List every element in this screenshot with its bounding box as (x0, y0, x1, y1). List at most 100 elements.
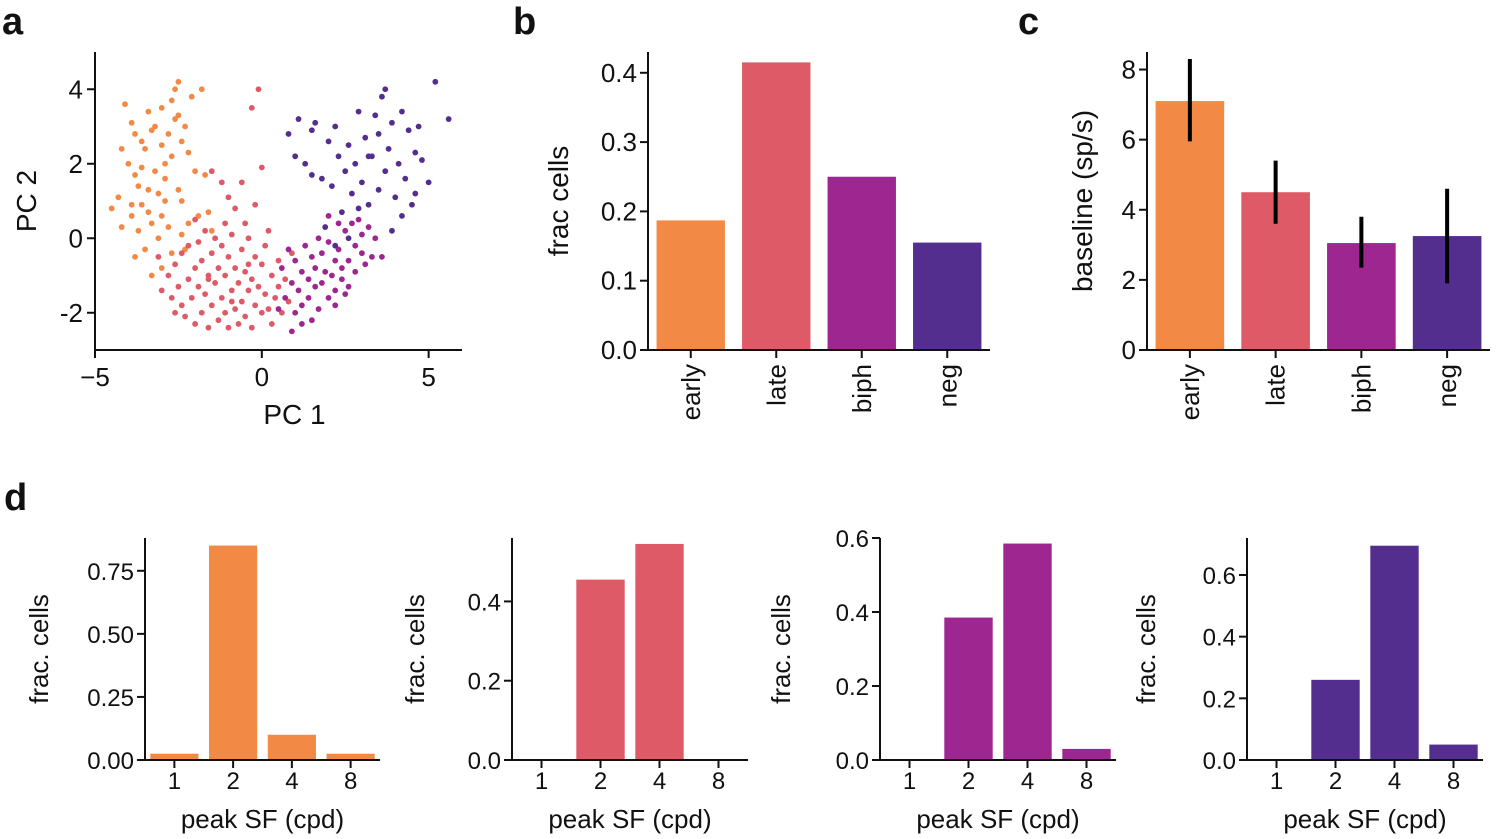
bar-panel-d2: 1 2 4 8 0.0 0.2 0.4 frac. cells peak SF (cpd) (400, 538, 748, 834)
scatter-point-neg (432, 78, 439, 85)
x-tick-label-d3: 8 (1080, 768, 1093, 795)
scatter-point-early (162, 175, 168, 182)
scatter-point-late (222, 220, 229, 227)
scatter-point-biph (295, 287, 302, 294)
x-tick-label-b: neg (932, 364, 962, 407)
scatter-point-late (252, 253, 259, 260)
scatter-point-late (208, 250, 215, 257)
y-tick-label-c: 4 (1122, 195, 1136, 225)
scatter-point-late (242, 268, 249, 275)
scatter-point-early (185, 220, 192, 227)
scatter-point-early (148, 127, 155, 134)
scatter-point-late (252, 302, 259, 309)
y-tick-label-a: -2 (60, 298, 83, 328)
scatter-point-early (162, 160, 168, 167)
scatter-point-biph (288, 328, 295, 335)
y-tick-label-b: 0.1 (601, 266, 637, 296)
scatter-point-late (225, 194, 232, 201)
y-tick-label-d2: 0.2 (468, 669, 501, 696)
scatter-point-early (132, 253, 138, 260)
scatter-point-biph (369, 253, 375, 260)
scatter-point-neg (379, 93, 385, 100)
scatter-point-early (188, 93, 195, 100)
scatter-point-biph (315, 235, 322, 242)
scatter-point-late (245, 287, 252, 294)
scatter-point-early (178, 231, 185, 238)
scatter-point-biph (342, 227, 349, 234)
scatter-point-neg (332, 242, 339, 249)
bar-panel-d3: 1 2 4 8 0.0 0.2 0.4 0.6 frac. cells peak SF (cpd) (766, 526, 1116, 834)
scatter-point-early (128, 119, 135, 126)
scatter-point-early (138, 201, 145, 208)
scatter-point-early (145, 108, 152, 115)
scatter-point-early (162, 198, 168, 204)
panel-letter-c: c (1018, 1, 1039, 43)
scatter-point-early (158, 213, 165, 219)
scatter-point-late (182, 313, 188, 320)
x-tick-label-b: early (676, 364, 706, 420)
scatter-point-late (195, 239, 202, 245)
scatter-point-neg (345, 235, 352, 242)
scatter-point-early (135, 183, 142, 190)
x-tick-label-d3: 1 (903, 768, 916, 795)
scatter-point-biph (372, 235, 379, 242)
scatter-point-late (172, 261, 178, 268)
bar-b-early (656, 220, 725, 350)
scatter-point-neg (359, 179, 365, 186)
y-axis-label-c: baseline (sp/s) (1067, 110, 1098, 292)
scatter-point-biph (302, 242, 309, 249)
scatter-point-neg (365, 153, 372, 160)
scatter-point-late (238, 179, 245, 186)
scatter-point-late (218, 294, 225, 301)
x-tick-label-c: neg (1432, 364, 1462, 407)
scatter-point-biph (322, 268, 329, 275)
scatter-point-late (255, 86, 262, 93)
scatter-point-neg (328, 183, 335, 190)
x-tick-label-b: biph (847, 364, 877, 413)
scatter-point-late (185, 276, 192, 283)
scatter-point-late (245, 235, 252, 242)
scatter-point-biph (355, 216, 362, 223)
scatter-point-biph (278, 265, 285, 271)
x-axis-label-a: PC 1 (263, 399, 325, 430)
scatter-point-late (225, 324, 232, 331)
scatter-point-neg (355, 108, 362, 115)
scatter-point-early (158, 142, 165, 149)
scatter-point-late (172, 309, 178, 316)
scatter-point-early (158, 265, 165, 271)
scatter-point-neg (425, 179, 432, 186)
scatter-point-late (202, 291, 209, 298)
x-tick-label-a: 5 (421, 362, 435, 392)
scatter-point-early (165, 131, 172, 137)
scatter-point-late (288, 250, 295, 257)
scatter-point-late (208, 302, 215, 309)
scatter-point-neg (312, 119, 319, 126)
scatter-point-late (265, 227, 272, 234)
scatter-point-late (225, 253, 232, 260)
scatter-point-late (272, 294, 279, 301)
scatter-point-late (275, 257, 282, 264)
scatter-point-late (262, 242, 269, 249)
scatter-point-early (205, 209, 212, 216)
y-tick-label-d4: 0.0 (1203, 748, 1236, 775)
scatter-point-neg (385, 145, 392, 152)
scatter-point-late (232, 306, 239, 312)
scatter-point-early (118, 145, 125, 152)
bar-d4-4 (1370, 545, 1419, 760)
scatter-point-biph (292, 257, 299, 264)
scatter-point-neg (332, 123, 339, 130)
y-axis-label-d4: frac. cells (1131, 594, 1161, 704)
x-tick-label-d1: 2 (226, 768, 239, 795)
scatter-point-early (132, 172, 138, 178)
scatter-point-biph (362, 261, 369, 268)
bar-d4-8 (1429, 744, 1478, 760)
scatter-point-biph (338, 276, 345, 283)
scatter-point-biph (298, 268, 305, 275)
scatter-point-biph (349, 220, 355, 227)
y-tick-label-d3: 0.4 (836, 600, 869, 627)
scatter-point-neg (308, 127, 315, 134)
scatter-point-late (268, 321, 275, 327)
scatter-point-early (168, 97, 175, 104)
panel-letter-b: b (513, 1, 536, 43)
scatter-point-late (178, 250, 185, 257)
